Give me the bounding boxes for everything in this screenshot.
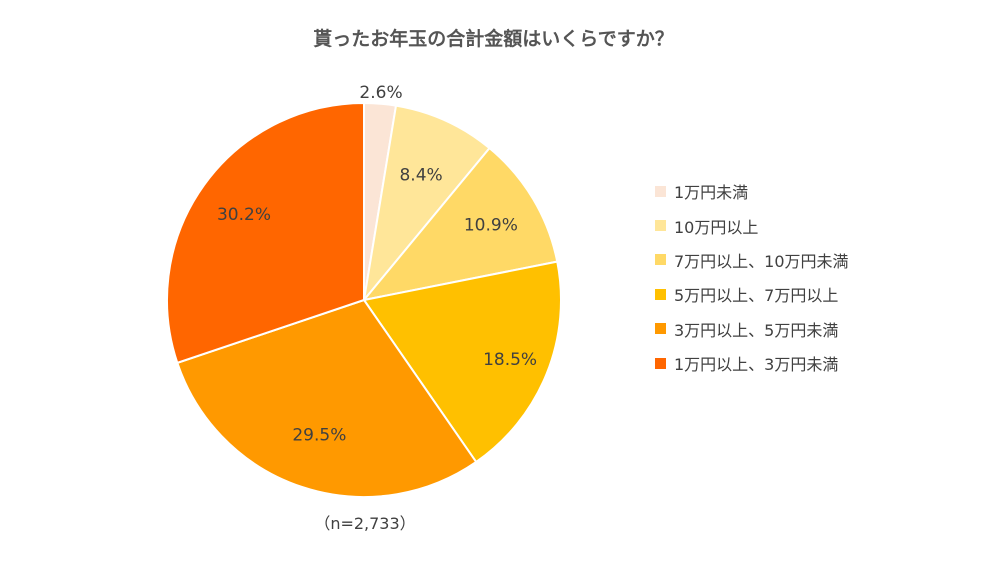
pie-slice (176, 298, 478, 498)
legend-item: 5万円以上、7万円以上 (655, 277, 849, 311)
legend-item: 7万円以上、10万円未満 (655, 243, 849, 277)
legend-label: 1万円以上、3万円未満 (674, 355, 839, 375)
legend-label: 1万円未満 (674, 183, 749, 203)
slice-value-label: 8.4% (399, 165, 442, 185)
legend-label: 10万円以上 (674, 217, 759, 237)
pie-slice (362, 104, 491, 304)
legend-swatch (655, 323, 666, 335)
legend-swatch (655, 185, 666, 197)
pie-slice (362, 260, 562, 464)
legend-swatch (655, 288, 666, 300)
legend-swatch (655, 357, 666, 369)
legend-item: 1万円未満 (655, 174, 849, 208)
legend-label: 7万円以上、10万円未満 (674, 251, 849, 271)
legend-label: 5万円以上、7万円以上 (674, 286, 839, 306)
sample-size-note: （n=2,733） (314, 514, 416, 533)
slice-value-label: 29.5% (292, 426, 346, 446)
slice-value-label: 2.6% (359, 83, 402, 103)
pie-slice (361, 146, 559, 302)
slice-value-label: 10.9% (464, 215, 518, 235)
legend-label: 3万円以上、5万円未満 (674, 320, 839, 340)
legend-item: 1万円以上、3万円未満 (655, 346, 849, 380)
slice-value-label: 30.2% (217, 205, 271, 225)
legend: 1万円未満 10万円以上 7万円以上、10万円未満 5万円以上、7万円以上 3万円以上、… (655, 174, 849, 380)
pie-slice (166, 101, 365, 365)
slice-value-label: 18.5% (483, 350, 537, 370)
legend-item: 10万円以上 (655, 208, 849, 242)
legend-swatch (655, 254, 666, 266)
legend-item: 3万円以上、5万円未満 (655, 312, 849, 346)
chart-title: 貰ったお年玉の合計金額はいくらですか？ (313, 28, 674, 50)
legend-swatch (655, 220, 666, 232)
